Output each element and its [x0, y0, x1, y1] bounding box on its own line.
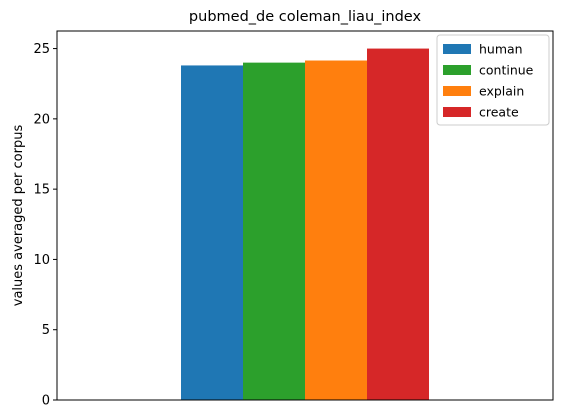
y-tick-label: 20 — [33, 112, 50, 127]
legend: human continue explain create — [436, 34, 550, 126]
legend-label-explain: explain — [479, 84, 524, 99]
y-tick-label: 5 — [42, 323, 50, 338]
chart-title: pubmed_de coleman_liau_index — [189, 9, 422, 25]
legend-label-human: human — [479, 42, 523, 57]
y-axis-label: values averaged per corpus — [11, 125, 26, 307]
bar-continue — [243, 62, 305, 400]
bar-explain — [305, 60, 367, 401]
y-tick-label: 15 — [33, 183, 50, 198]
legend-swatch-explain — [443, 86, 471, 96]
y-tick-label: 25 — [33, 42, 50, 57]
legend-swatch-create — [443, 107, 471, 117]
legend-swatch-continue — [443, 65, 471, 75]
y-tick-label: 0 — [42, 394, 50, 409]
bar-create — [367, 48, 429, 400]
bars-group — [181, 48, 429, 401]
legend-swatch-human — [443, 44, 471, 54]
y-axis-ticks: 0 5 10 15 20 25 — [33, 42, 57, 409]
y-tick-label: 10 — [33, 253, 50, 268]
bar-human — [181, 65, 243, 400]
legend-frame — [436, 34, 550, 126]
plot-frame — [56, 30, 554, 401]
legend-label-create: create — [479, 105, 519, 120]
legend-label-continue: continue — [479, 63, 534, 78]
